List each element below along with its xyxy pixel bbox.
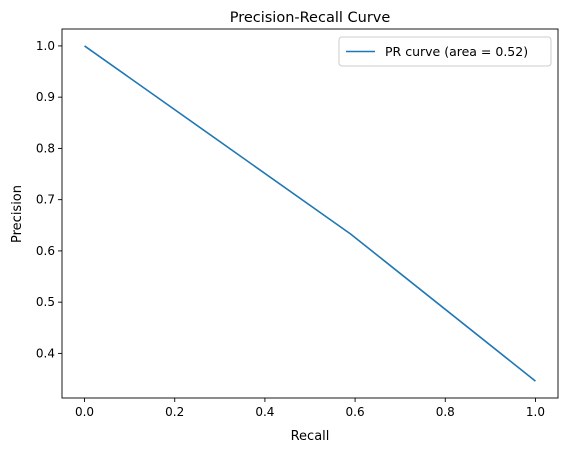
y-tick-label: 1.0 (36, 39, 55, 53)
y-tick-label: 0.9 (36, 90, 55, 104)
x-tick-label: 0.0 (75, 405, 94, 419)
y-tick-label: 0.4 (36, 346, 55, 360)
x-tick-label: 0.8 (436, 405, 455, 419)
y-tick-label: 0.5 (36, 295, 55, 309)
legend-box (338, 36, 552, 67)
x-tick-label: 0.2 (165, 405, 184, 419)
legend-label: PR curve (area = 0.52) (385, 44, 528, 59)
x-axis-label: Recall (291, 429, 330, 444)
series-layer (84, 45, 536, 382)
chart-title: Precision-Recall Curve (230, 10, 391, 26)
plot-frame (61, 28, 559, 399)
y-tick-label: 0.7 (36, 193, 55, 207)
pr-curve-line (84, 45, 536, 382)
y-tick-label: 0.8 (36, 141, 55, 155)
x-tick-label: 1.0 (526, 405, 545, 419)
y-tick-label: 0.6 (36, 244, 55, 258)
ticks-layer: 0.0 0.2 0.4 0.6 0.8 1.0 0.4 0.5 0.6 0.7 0.8 0.9 1.0 (36, 39, 545, 419)
y-axis-label: Precision (10, 185, 25, 243)
legend: PR curve (area = 0.52) (338, 36, 552, 67)
x-tick-label: 0.6 (346, 405, 365, 419)
x-tick-label: 0.4 (255, 405, 274, 419)
